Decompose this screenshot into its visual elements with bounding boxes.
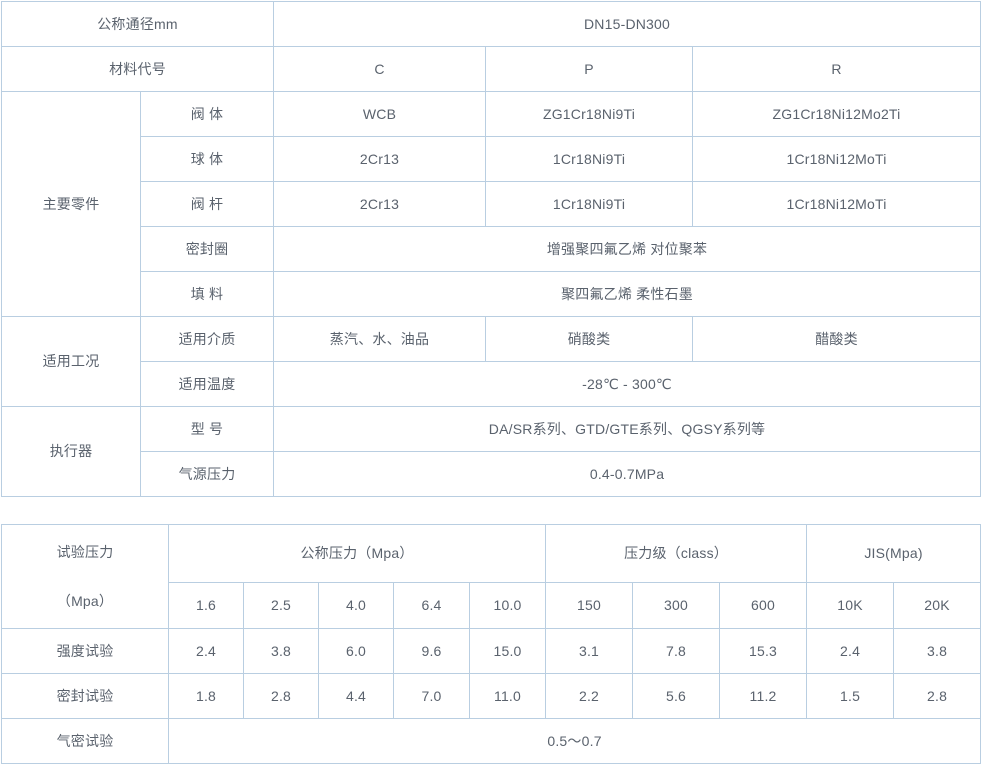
table-row: 执行器 型 号 DA/SR系列、GTD/GTE系列、QGSY系列等 [1, 406, 981, 497]
material-code-r: R [691, 46, 981, 92]
group-header-jis: JIS(Mpa) [806, 524, 981, 583]
ball-material-p: 1Cr18Ni9Ti [485, 136, 693, 182]
column-header-9: 20K [893, 582, 981, 629]
airtight-test-label: 气密试验 [1, 718, 169, 764]
material-code-p: P [485, 46, 693, 92]
table-row: 密封圈 增强聚四氟乙烯 对位聚苯 [2, 226, 981, 272]
table-row: 试验压力 （Mpa） 公称压力（Mpa） 压力级（class） JIS(Mpa) [1, 524, 981, 629]
material-code-label: 材料代号 [1, 46, 274, 92]
seal-test-value-7: 11.2 [719, 673, 808, 719]
column-header-8: 10K [806, 582, 895, 629]
seal-ring-material: 增强聚四氟乙烯 对位聚苯 [272, 226, 981, 272]
ball-material-c: 2Cr13 [273, 136, 486, 182]
applicable-medium-label: 适用介质 [140, 316, 274, 362]
column-header-3: 6.4 [393, 582, 470, 629]
test-pressure-corner-line2: （Mpa） [56, 592, 114, 609]
strength-test-label: 强度试验 [1, 628, 169, 674]
table-row: 球 体 2Cr13 1Cr18Ni9Ti 1Cr18Ni12MoTi [2, 136, 981, 182]
seal-test-value-8: 1.5 [806, 673, 895, 719]
strength-test-value-6: 7.8 [632, 628, 721, 674]
seal-test-value-9: 2.8 [893, 673, 981, 719]
strength-test-value-9: 3.8 [893, 628, 981, 674]
test-pressure-table: 试验压力 （Mpa） 公称压力（Mpa） 压力级（class） JIS(Mpa)… [1, 524, 981, 764]
nominal-diameter-label: 公称通径mm [1, 1, 274, 47]
table-row: 密封试验 1.8 2.8 4.4 7.0 11.0 2.2 5.6 11.2 1… [1, 673, 981, 719]
air-supply-pressure-value: 0.4-0.7MPa [272, 451, 981, 497]
strength-test-value-0: 2.4 [168, 628, 244, 674]
operating-conditions-label: 适用工况 [1, 316, 141, 407]
material-code-c: C [273, 46, 486, 92]
seal-test-value-5: 2.2 [545, 673, 634, 719]
strength-test-value-7: 15.3 [719, 628, 808, 674]
airtight-test-value: 0.5～0.7 [167, 718, 981, 764]
table-row: 1.6 2.5 4.0 6.4 10.0 150 300 600 10K 20K [2, 582, 981, 629]
table-row: 适用工况 适用介质 蒸汽、水、油品 硝酸类 醋酸类 [1, 316, 981, 407]
nominal-diameter-value: DN15-DN300 [272, 1, 981, 47]
column-header-7: 600 [719, 582, 808, 629]
seal-test-label: 密封试验 [1, 673, 169, 719]
table-row: 材料代号 C P R [1, 46, 981, 92]
table-row: 适用温度 -28℃ - 300℃ [2, 361, 981, 407]
actuator-model-value: DA/SR系列、GTD/GTE系列、QGSY系列等 [272, 406, 981, 452]
seal-test-value-3: 7.0 [393, 673, 470, 719]
actuator-model-label: 型 号 [140, 406, 274, 452]
seal-test-value-4: 11.0 [468, 673, 547, 719]
packing-material: 聚四氟乙烯 柔性石墨 [272, 271, 981, 317]
stem-material-c: 2Cr13 [273, 181, 486, 227]
actuator-label: 执行器 [1, 406, 141, 497]
column-header-4: 10.0 [468, 582, 547, 629]
stem-material-r: 1Cr18Ni12MoTi [691, 181, 981, 227]
applicable-medium-c: 蒸汽、水、油品 [273, 316, 486, 362]
applicable-temperature-label: 适用温度 [140, 361, 274, 407]
applicable-temperature-value: -28℃ - 300℃ [272, 361, 981, 407]
seal-test-value-1: 2.8 [243, 673, 319, 719]
part-name-seal-ring: 密封圈 [140, 226, 274, 272]
table-row: 填 料 聚四氟乙烯 柔性石墨 [2, 271, 981, 317]
main-parts-label: 主要零件 [1, 91, 141, 317]
applicable-medium-p: 硝酸类 [485, 316, 693, 362]
table-row: 主要零件 阀 体 WCB ZG1Cr18Ni9Ti ZG1Cr18Ni12Mo2… [1, 91, 981, 317]
strength-test-value-3: 9.6 [393, 628, 470, 674]
applicable-medium-r: 醋酸类 [691, 316, 981, 362]
part-name-valve-body: 阀 体 [140, 91, 274, 137]
table-row: 强度试验 2.4 3.8 6.0 9.6 15.0 3.1 7.8 15.3 2… [1, 628, 981, 674]
seal-test-value-2: 4.4 [318, 673, 394, 719]
part-name-ball: 球 体 [140, 136, 274, 182]
valve-body-material-p: ZG1Cr18Ni9Ti [485, 91, 693, 137]
strength-test-value-4: 15.0 [468, 628, 547, 674]
part-name-packing: 填 料 [140, 271, 274, 317]
column-header-6: 300 [632, 582, 721, 629]
test-pressure-corner-label: 试验压力 （Mpa） [1, 524, 169, 629]
seal-test-value-0: 1.8 [168, 673, 244, 719]
stem-material-p: 1Cr18Ni9Ti [485, 181, 693, 227]
column-header-2: 4.0 [318, 582, 394, 629]
materials-specification-table: 公称通径mm DN15-DN300 材料代号 C P R 主要零件 阀 体 WC… [1, 1, 981, 497]
seal-test-value-6: 5.6 [632, 673, 721, 719]
strength-test-value-8: 2.4 [806, 628, 895, 674]
column-header-0: 1.6 [168, 582, 244, 629]
column-header-1: 2.5 [243, 582, 319, 629]
strength-test-value-1: 3.8 [243, 628, 319, 674]
table-row: 气源压力 0.4-0.7MPa [2, 451, 981, 497]
table-row: 阀 杆 2Cr13 1Cr18Ni9Ti 1Cr18Ni12MoTi [2, 181, 981, 227]
group-header-pressure-class: 压力级（class） [545, 524, 808, 583]
table-row: 气密试验 0.5～0.7 [1, 718, 981, 764]
test-pressure-corner-line1: 试验压力 [56, 544, 114, 561]
table-separator-gap [0, 497, 981, 524]
column-header-5: 150 [545, 582, 634, 629]
valve-body-material-r: ZG1Cr18Ni12Mo2Ti [691, 91, 981, 137]
table-row: 公称通径mm DN15-DN300 [1, 1, 981, 47]
group-header-nominal-pressure: 公称压力（Mpa） [167, 524, 547, 583]
part-name-stem: 阀 杆 [140, 181, 274, 227]
strength-test-value-5: 3.1 [545, 628, 634, 674]
strength-test-value-2: 6.0 [318, 628, 394, 674]
ball-material-r: 1Cr18Ni12MoTi [691, 136, 981, 182]
valve-body-material-c: WCB [273, 91, 486, 137]
air-supply-pressure-label: 气源压力 [140, 451, 274, 497]
